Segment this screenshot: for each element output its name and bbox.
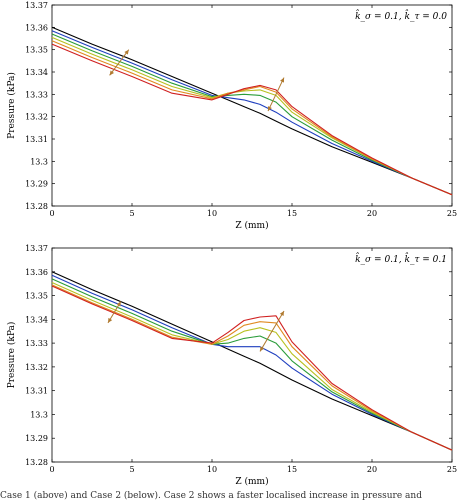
y-tick-label: 13.28	[25, 458, 48, 467]
y-tick-label: 13.37	[25, 244, 48, 253]
x-tick-label: 20	[367, 465, 377, 474]
series-line-2	[51, 274, 453, 451]
x-tick-label: 10	[207, 465, 217, 474]
y-tick-label: 13.33	[25, 90, 48, 99]
y-tick-label: 13.35	[25, 46, 48, 55]
x-tick-label: 15	[287, 465, 297, 474]
trend-arrow-2	[259, 310, 285, 352]
trend-arrow-shaft	[267, 77, 285, 112]
series-line-5	[51, 40, 453, 196]
y-tick-label: 13.33	[25, 339, 48, 348]
series-line-2	[51, 30, 453, 196]
trend-arrow-head	[124, 49, 129, 55]
series-line-4	[51, 281, 453, 451]
x-tick-label: 5	[129, 209, 134, 218]
x-tick-label: 0	[49, 465, 54, 474]
plot-frame	[51, 4, 453, 207]
trend-arrow-head	[260, 346, 265, 352]
series-line-6	[51, 43, 453, 196]
x-tick-label: 10	[207, 209, 217, 218]
trend-arrow-1	[109, 49, 130, 76]
y-tick-label: 13.36	[25, 23, 48, 32]
y-tick-label: 13.28	[25, 202, 48, 211]
y-tick-label: 13.31	[25, 135, 48, 144]
chart-panel-top: 0 5 10 15 20 25 13.28 13.29 13.3 13.31 13.32 13.33 1…	[6, 1, 457, 231]
trend-arrow-head	[279, 311, 284, 316]
x-tick-label: 0	[49, 209, 54, 218]
trend-arrow-shaft	[259, 310, 285, 352]
x-axis-label: Z (mm)	[235, 220, 268, 231]
trend-arrow-1	[107, 301, 122, 324]
figure-caption-fragment: Case 1 (above) and Case 2 (below). Case …	[0, 491, 422, 501]
series-line-3	[51, 278, 453, 451]
y-tick-label: 13.34	[25, 68, 48, 77]
y-axis-label: Pressure (kPa)	[6, 72, 17, 139]
x-tick-label: 5	[129, 465, 134, 474]
y-tick-label: 13.37	[25, 1, 48, 10]
x-axis-label: Z (mm)	[235, 476, 268, 487]
trend-arrow-head	[280, 77, 285, 83]
series-line-4	[51, 36, 453, 196]
series-line-5	[51, 284, 453, 451]
chart-panel-bottom: 0 5 10 15 20 25 13.28 13.29 13.3 13.31 13.32 13.33 1…	[6, 244, 457, 487]
trend-arrow-2	[267, 77, 285, 112]
trend-arrow-head	[116, 301, 121, 307]
series-line-6	[51, 285, 453, 451]
chart-annotation: k̂_σ = 0.1, k̂_τ = 0.0	[355, 9, 447, 22]
series-line-1	[51, 271, 453, 451]
x-tick-label: 20	[367, 209, 377, 218]
y-tick-label: 13.29	[25, 434, 48, 443]
trend-arrow-head	[109, 70, 115, 76]
y-axis-label: Pressure (kPa)	[6, 322, 17, 389]
y-tick-label: 13.34	[25, 315, 48, 324]
trend-arrow-shaft	[109, 49, 130, 76]
trend-arrow-head	[267, 106, 272, 112]
chart-annotation: k̂_σ = 0.1, k̂_τ = 0.1	[355, 252, 447, 265]
y-tick-label: 13.32	[25, 363, 48, 372]
y-tick-label: 13.3	[30, 410, 48, 419]
plot-frame	[51, 247, 453, 463]
y-tick-label: 13.36	[25, 268, 48, 277]
trend-arrow-head	[108, 317, 113, 323]
series-line-3	[51, 33, 453, 196]
series-line-1	[51, 26, 453, 196]
y-tick-label: 13.32	[25, 113, 48, 122]
y-tick-label: 13.29	[25, 180, 48, 189]
x-tick-label: 15	[287, 209, 297, 218]
y-tick-label: 13.35	[25, 292, 48, 301]
x-tick-label: 25	[447, 209, 457, 218]
x-tick-label: 25	[447, 465, 457, 474]
y-tick-label: 13.3	[30, 157, 48, 166]
y-tick-label: 13.31	[25, 387, 48, 396]
